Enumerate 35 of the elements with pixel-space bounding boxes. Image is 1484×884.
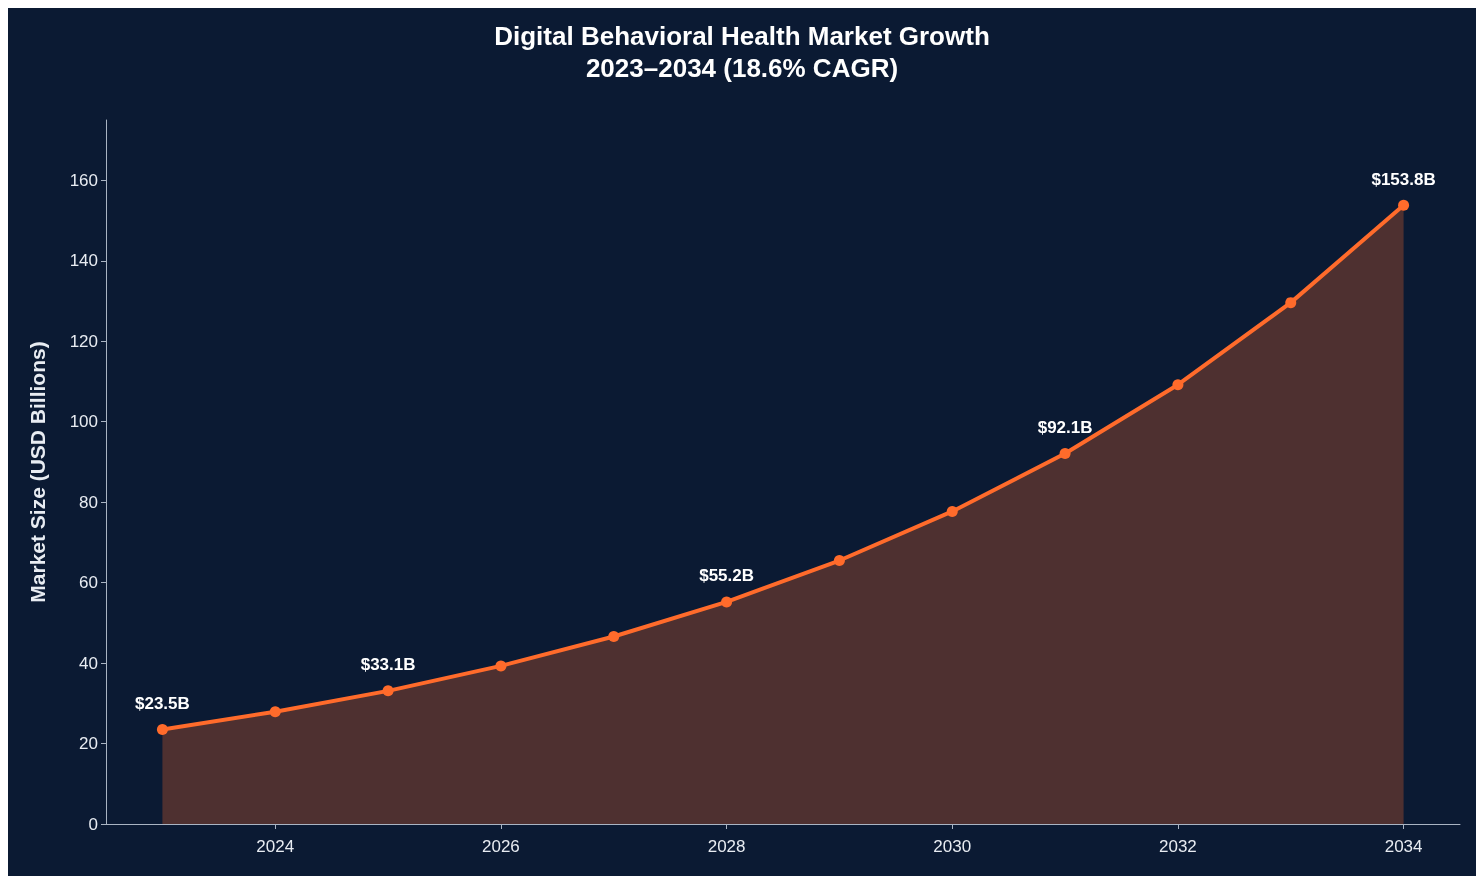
point (1285, 297, 1297, 309)
y-tick-label: 20 (79, 734, 98, 754)
y-tick-label: 60 (79, 573, 98, 593)
y-tick-label: 80 (79, 492, 98, 512)
point (833, 555, 845, 566)
chart-title: Digital Behavioral Health Market Growth (494, 21, 990, 51)
data-label: $153.8B (1371, 169, 1436, 189)
chart-subtitle: 2023–2034 (18.6% CAGR) (585, 53, 899, 83)
x-tick-label: 2032 (1159, 837, 1197, 856)
x-tick-label: 2024 (256, 837, 295, 856)
y-tick-label: 160 (69, 170, 98, 190)
point (1398, 199, 1410, 211)
point (495, 660, 507, 672)
y-tick-label: 140 (69, 251, 98, 271)
y-tick-label: 0 (88, 814, 98, 834)
point (721, 596, 733, 608)
point (608, 631, 620, 643)
point (946, 505, 958, 517)
data-label: $23.5B (135, 693, 190, 713)
y-tick-label: 40 (79, 653, 98, 673)
point (382, 685, 394, 697)
point (269, 706, 281, 718)
x-tick-label: 2030 (933, 837, 972, 856)
y-axis-title: Market Size (USD Billions) (26, 341, 49, 603)
data-label: $33.1B (360, 655, 416, 675)
x-tick-label: 2028 (707, 837, 746, 856)
data-label: $55.2B (699, 566, 754, 586)
x-tick-label: 2026 (482, 837, 520, 856)
y-tick-label: 120 (69, 331, 98, 351)
y-tick-label: 100 (69, 412, 98, 432)
point (1059, 448, 1071, 459)
data-label: $92.1B (1037, 417, 1093, 437)
point (156, 723, 168, 735)
x-tick-label: 2034 (1384, 837, 1423, 856)
point (1172, 379, 1184, 391)
